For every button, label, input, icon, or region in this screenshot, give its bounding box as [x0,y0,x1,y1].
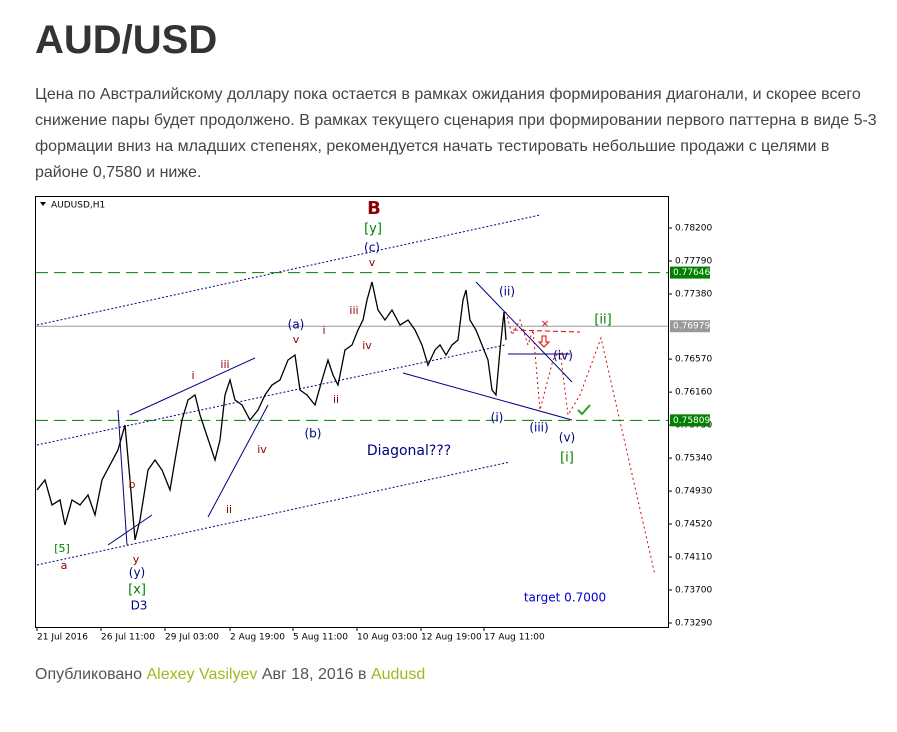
x-tick-label: 17 Aug 11:00 [484,633,545,643]
x-tick-label: 26 Jul 11:00 [101,633,155,643]
level-label: 0.76979 [673,322,710,332]
wave-label: target 0.7000 [524,591,606,605]
y-tick-label: 0.73290 [675,618,712,628]
wave-label: (b) [305,427,322,441]
wave-label: iii [220,358,229,371]
y-tick-label: 0.78200 [675,224,712,234]
wave-label: ii [333,393,339,406]
wave-label: iv [257,443,267,456]
wave-label: B [367,198,381,219]
wave-label: (i) [491,411,504,425]
author-link[interactable]: Alexey Vasilyev [146,666,258,683]
wave-label: Diagonal??? [367,443,451,459]
meta-date: Авг 18, 2016 [261,666,354,683]
meta-prefix: Опубликовано [35,666,143,683]
wave-label: (c) [364,241,380,255]
y-tick-label: 0.75340 [675,454,712,464]
post-meta: Опубликовано Alexey Vasilyev Авг 18, 201… [35,666,425,684]
y-tick-label: 0.77790 [675,256,712,266]
price-line [36,281,507,541]
arrow-icon [537,335,551,348]
wave-label: i [322,324,325,337]
post-title: AUD/USD [35,18,218,62]
wave-label: (iii) [529,421,548,435]
wave-label: b [129,478,136,491]
trend-lines [107,281,573,546]
wave-label: (v) [559,431,575,445]
y-tick-label: 0.74110 [675,553,712,563]
menu-icon [40,202,46,206]
x-tick-label: 2 Aug 19:00 [230,633,285,643]
wave-label: y [133,553,140,566]
y-tick-label: 0.77380 [675,289,712,299]
y-tick-label: 0.76570 [675,355,712,365]
stop-line [512,329,581,333]
wave-label: [5] [54,542,70,555]
wave-label: (a) [288,318,305,332]
y-tick-label: 0.73700 [675,585,712,595]
wave-label: [i] [560,451,574,466]
chart: × AUDUSD,H1 0.78200 0.77790 0.77380 0.76570… [35,196,712,643]
wave-label: iv [362,339,372,352]
x-tick-label: 29 Jul 03:00 [165,633,219,643]
check-icon [577,404,591,416]
wave-label: v [293,333,300,346]
x-tick-label: 5 Aug 11:00 [293,633,348,643]
level-box [670,320,710,333]
wave-label: (y) [129,566,145,580]
x-tick-label: 21 Jul 2016 [37,633,88,643]
category-link[interactable]: Audusd [370,666,426,683]
y-tick-label: 0.74930 [675,487,712,497]
wave-label: iii [349,304,358,317]
level-box [670,414,710,427]
level-label: 0.75809 [673,416,710,426]
stop-mark: × [540,317,549,330]
x-tick-label: 12 Aug 19:00 [421,633,482,643]
post-text: Цена по Австралийскому доллару пока оста… [35,86,877,181]
level-box [670,266,710,279]
y-tick-label: 0.74520 [675,520,712,530]
level-label: 0.77646 [673,268,710,278]
wave-label: D3 [131,599,148,613]
wave-label: [ii] [594,313,611,328]
wave-label: [x] [128,583,146,598]
wave-label: (iv) [553,349,573,363]
wave-label: i [191,369,194,382]
x-tick-label: 10 Aug 03:00 [357,633,418,643]
symbol-label: AUDUSD,H1 [51,201,105,211]
wave-label: (ii) [499,285,515,299]
projection [505,311,656,576]
y-tick-label: 0.76160 [675,388,712,398]
wave-label: ii [226,503,232,516]
channel-lines [36,214,541,566]
meta-in: в [358,666,367,683]
wave-label: a [61,559,68,572]
wave-label: [y] [364,222,382,237]
wave-label: v [369,256,376,269]
plot-frame [35,196,669,628]
